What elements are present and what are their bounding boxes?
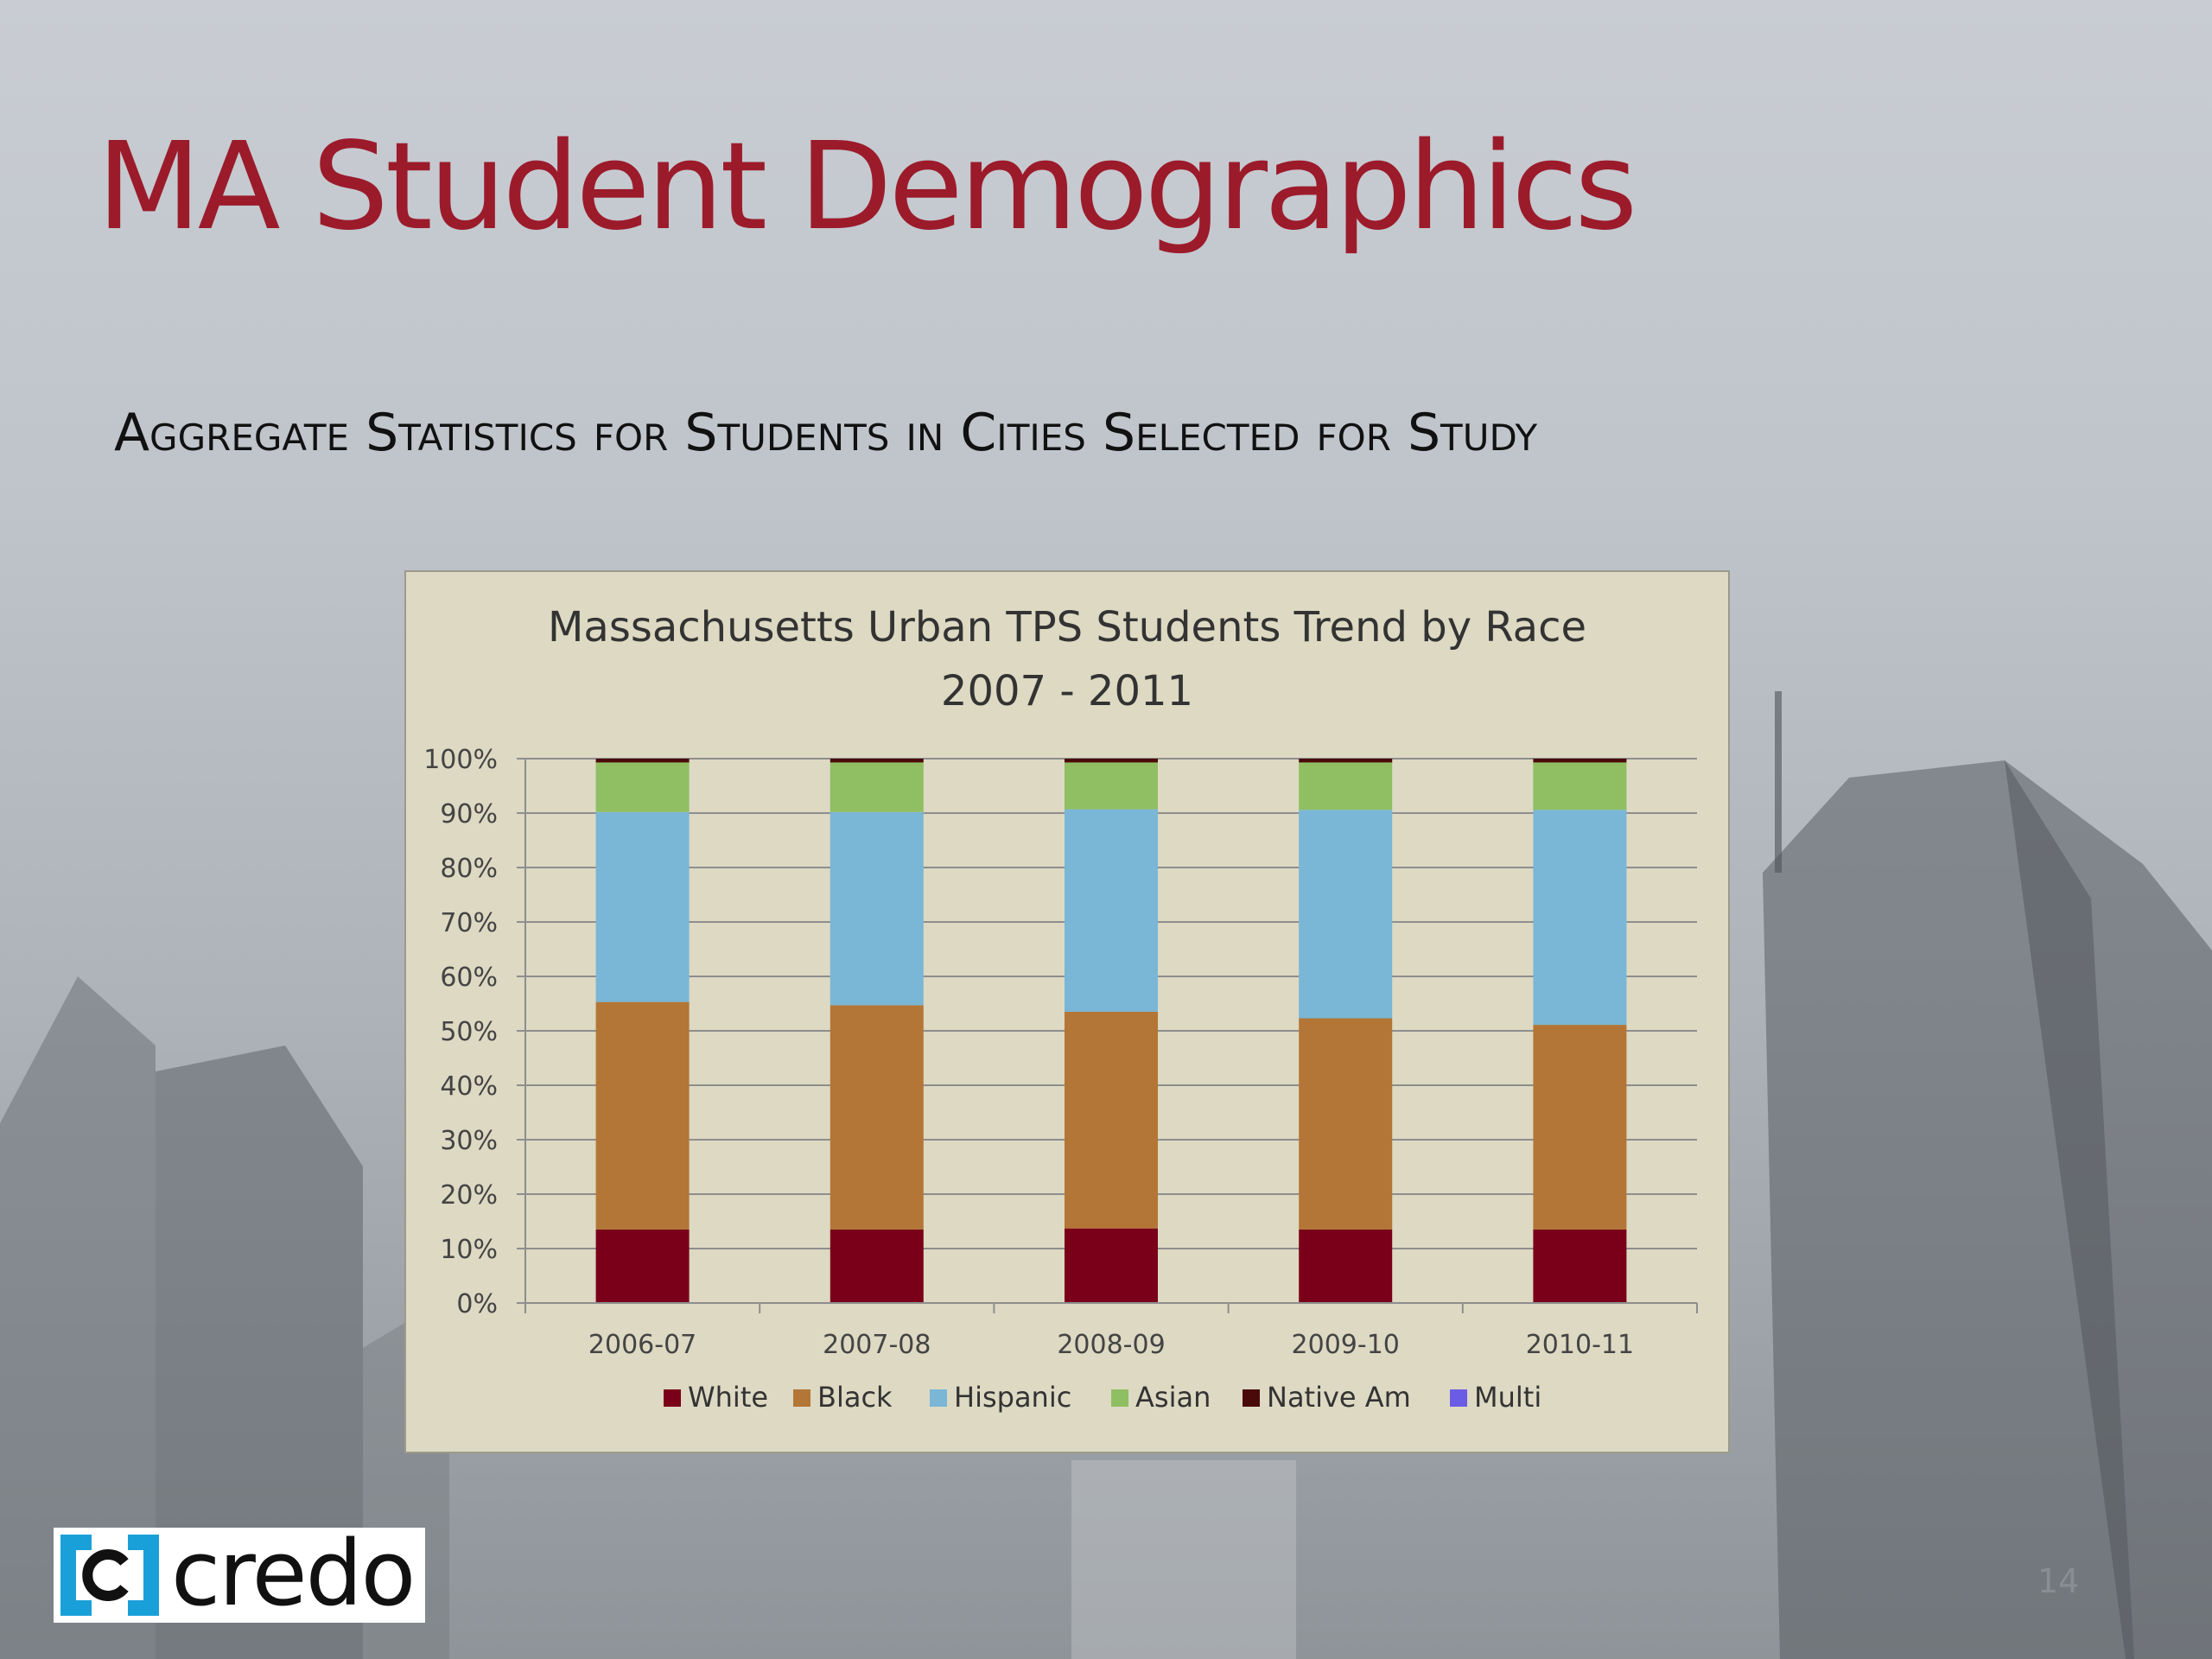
y-tick-label: 30% [440,1126,498,1156]
bar-segment-native-am [1533,759,1627,763]
bar-segment-asian [1299,762,1393,810]
legend-swatch [793,1389,810,1407]
bar-segment-hispanic [1065,809,1158,1012]
legend-swatch [1243,1389,1260,1407]
y-tick-label: 50% [440,1017,498,1047]
slide-subtitle: Aggregate Statistics for Students in Cit… [114,403,1538,463]
y-tick-label: 90% [440,799,498,830]
bar-segment-black [595,1001,690,1230]
y-tick-label: 20% [440,1180,498,1211]
bar-segment-hispanic [830,811,924,1006]
stacked-bar-chart: Massachusetts Urban TPS Students Trend b… [423,603,1698,1414]
bar-segment-black [1533,1025,1627,1230]
bar-segment-white [595,1229,690,1303]
chart-panel: Massachusetts Urban TPS Students Trend b… [404,570,1730,1453]
legend-label: Hispanic [954,1381,1071,1414]
x-tick-label: 2010-11 [1526,1330,1634,1360]
slide-title: MA Student Demographics [97,117,1637,257]
y-tick-label: 40% [440,1071,498,1102]
bar-segment-hispanic [1533,810,1627,1026]
legend-label: Asian [1135,1381,1211,1414]
legend-swatch [930,1389,947,1407]
legend-swatch [664,1389,681,1407]
chart-title-line: 2007 - 2011 [941,667,1193,715]
bar-segment-asian [595,762,690,812]
bar-segment-white [1533,1229,1627,1303]
y-tick-label: 60% [440,963,498,993]
credo-bracket-icon [60,1535,159,1616]
y-tick-label: 100% [423,745,498,775]
bar-segment-native-am [830,759,924,763]
bar-segment-hispanic [595,811,690,1002]
bar-segment-asian [1065,762,1158,810]
bar-segment-black [1299,1018,1393,1230]
y-tick-label: 10% [440,1235,498,1265]
x-tick-label: 2009-10 [1292,1330,1400,1360]
chart-title-line: Massachusetts Urban TPS Students Trend b… [548,603,1586,652]
x-tick-label: 2006-07 [588,1330,696,1360]
logo-text: credo [171,1521,416,1626]
bar-segment-native-am [1299,759,1393,763]
bar-segment-native-am [1065,759,1158,763]
legend-label: Black [817,1381,893,1414]
y-tick-label: 70% [440,908,498,938]
bar-segment-white [1065,1228,1158,1303]
bar-segment-black [1065,1011,1158,1229]
legend-swatch [1450,1389,1467,1407]
x-tick-label: 2008-09 [1057,1330,1165,1360]
legend-label: Native Am [1267,1381,1411,1414]
x-tick-label: 2007-08 [823,1330,931,1360]
bar-segment-white [830,1229,924,1303]
y-tick-label: 80% [440,854,498,884]
bar-segment-native-am [595,759,690,763]
bar-segment-white [1299,1229,1393,1303]
bar-segment-hispanic [1299,810,1393,1019]
page-number: 14 [2037,1562,2080,1600]
bar-segment-asian [830,762,924,812]
credo-logo: credo [54,1521,425,1626]
legend-label: White [688,1381,768,1414]
legend-swatch [1111,1389,1128,1407]
y-tick-label: 0% [456,1289,498,1319]
bar-segment-black [830,1005,924,1230]
legend-label: Multi [1474,1381,1541,1414]
bar-segment-asian [1533,762,1627,810]
